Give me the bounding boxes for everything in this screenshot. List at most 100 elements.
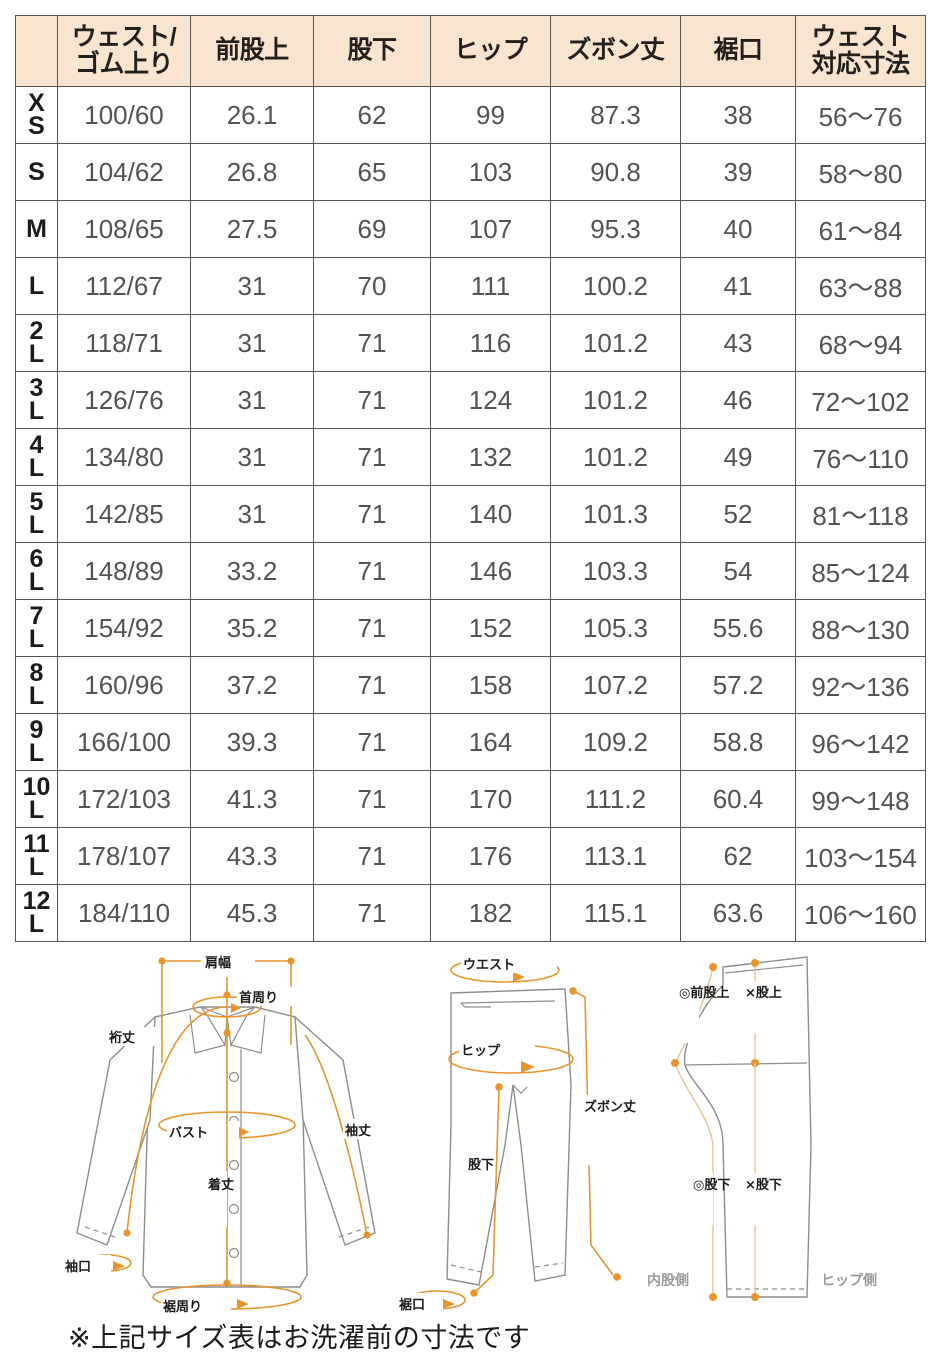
header-row: ウェスト/ ゴム上り 前股上 股下 ヒップ ズボン丈 裾口	[15, 15, 926, 87]
cell-hip: 182	[430, 884, 551, 942]
size-label-stack: 10 L	[16, 773, 57, 824]
column-header-pants-length: ズボン丈	[550, 15, 681, 87]
size-label-stack: S	[16, 159, 57, 184]
label-rise-ng: ×股上	[745, 986, 782, 1001]
size-label-part: L	[28, 796, 45, 824]
rise-diagram-svg: ◎前股上 ×股上 ◎股下 ×股下 内股側 ヒップ側	[647, 956, 877, 1301]
cell-size: 11 L	[15, 827, 58, 885]
cell-hem: 38	[680, 86, 796, 144]
column-header-hip: ヒップ	[430, 15, 551, 87]
size-label-part: L	[28, 682, 45, 710]
cell-waist-fit: 56〜76	[795, 86, 926, 144]
cell-inseam: 71	[313, 599, 431, 657]
label-hip-side: ヒップ側	[821, 1272, 877, 1289]
size-table: ウェスト/ ゴム上り 前股上 股下 ヒップ ズボン丈 裾口	[15, 15, 926, 942]
table-row: 3 L 126/76 31 71 124 101.2 46 72〜102	[15, 371, 926, 429]
label-front-rise-ok: ◎前股上	[679, 985, 729, 1001]
header-line: 前股上	[215, 36, 289, 65]
cell-inseam: 71	[313, 656, 431, 714]
cell-inseam: 65	[313, 143, 431, 201]
cell-hip: 170	[430, 770, 551, 828]
size-label-part: 10	[22, 773, 51, 801]
cell-hip: 111	[430, 257, 551, 315]
cell-front-rise: 31	[190, 428, 314, 486]
column-header-front-rise: 前股上	[190, 15, 314, 87]
cell-inseam: 71	[313, 713, 431, 771]
table-row: 8 L 160/96 37.2 71 158 107.2 57.2 92〜136	[15, 656, 926, 714]
label-inner-thigh-side: 内股側	[647, 1272, 689, 1289]
cell-pants-length: 101.2	[550, 314, 681, 372]
cell-inseam: 69	[313, 200, 431, 258]
header-line: ウェスト/	[71, 22, 177, 51]
cell-waist: 108/65	[57, 200, 191, 258]
cell-pants-length: 105.3	[550, 599, 681, 657]
cell-size: L	[15, 257, 58, 315]
header-line: ゴム上り	[74, 50, 174, 78]
label-inseam-ng: ×股下	[745, 1178, 782, 1193]
size-label-part: L	[28, 340, 45, 368]
header-line: ウェスト	[811, 22, 910, 51]
cell-front-rise: 31	[190, 314, 314, 372]
table-row: 12 L 184/110 45.3 71 182 115.1 63.6 106〜160	[15, 884, 926, 942]
cell-inseam: 71	[313, 542, 431, 600]
size-label-part: L	[28, 397, 45, 425]
size-label-part: 8	[29, 659, 44, 687]
cell-hip: 164	[430, 713, 551, 771]
table-row: M 108/65 27.5 69 107 95.3 40 61〜84	[15, 200, 926, 258]
cell-hem: 40	[680, 200, 796, 258]
header-line: 裾口	[713, 36, 763, 65]
cell-waist: 166/100	[57, 713, 191, 771]
size-label-part: L	[28, 454, 45, 482]
cell-waist-fit: 96〜142	[795, 713, 926, 771]
cell-pants-length: 95.3	[550, 200, 681, 258]
size-label-part: 12	[22, 887, 51, 915]
cell-waist: 104/62	[57, 143, 191, 201]
table-row: X S 100/60 26.1 62 99 87.3 38 56〜76	[15, 86, 926, 144]
cell-hip: 99	[430, 86, 551, 144]
size-label-part: L	[28, 511, 45, 539]
cell-hem: 63.6	[680, 884, 796, 942]
rise-diagram: ◎前股上 ×股上 ◎股下 ×股下 内股側 ヒップ側	[645, 945, 940, 1315]
cell-size: 10 L	[15, 770, 58, 828]
cell-hem: 46	[680, 371, 796, 429]
cell-inseam: 71	[313, 428, 431, 486]
cell-front-rise: 41.3	[190, 770, 314, 828]
size-label-part: X	[28, 89, 45, 117]
cell-front-rise: 43.3	[190, 827, 314, 885]
cell-waist: 178/107	[57, 827, 191, 885]
size-label-part: L	[28, 853, 45, 881]
label-pants-length: ズボン丈	[584, 1099, 636, 1115]
table-row: 4 L 134/80 31 71 132 101.2 49 76〜110	[15, 428, 926, 486]
cell-inseam: 71	[313, 371, 431, 429]
size-label-stack: M	[16, 216, 57, 241]
cell-size: M	[15, 200, 58, 258]
label-sleeve-span: 裄丈	[108, 1030, 135, 1046]
cell-waist: 126/76	[57, 371, 191, 429]
cell-pants-length: 103.3	[550, 542, 681, 600]
cell-hem: 52	[680, 485, 796, 543]
size-label-part: 5	[29, 488, 44, 516]
table-row: 5 L 142/85 31 71 140 101.3 52 81〜118	[15, 485, 926, 543]
cell-waist-fit: 85〜124	[795, 542, 926, 600]
cell-hip: 140	[430, 485, 551, 543]
cell-waist: 134/80	[57, 428, 191, 486]
cell-inseam: 71	[313, 770, 431, 828]
cell-hip: 103	[430, 143, 551, 201]
cell-waist: 142/85	[57, 485, 191, 543]
cell-pants-length: 107.2	[550, 656, 681, 714]
table-row: 9 L 166/100 39.3 71 164 109.2 58.8 96〜142	[15, 713, 926, 771]
cell-hip: 176	[430, 827, 551, 885]
cell-front-rise: 31	[190, 257, 314, 315]
size-label-part: 2	[29, 317, 44, 345]
